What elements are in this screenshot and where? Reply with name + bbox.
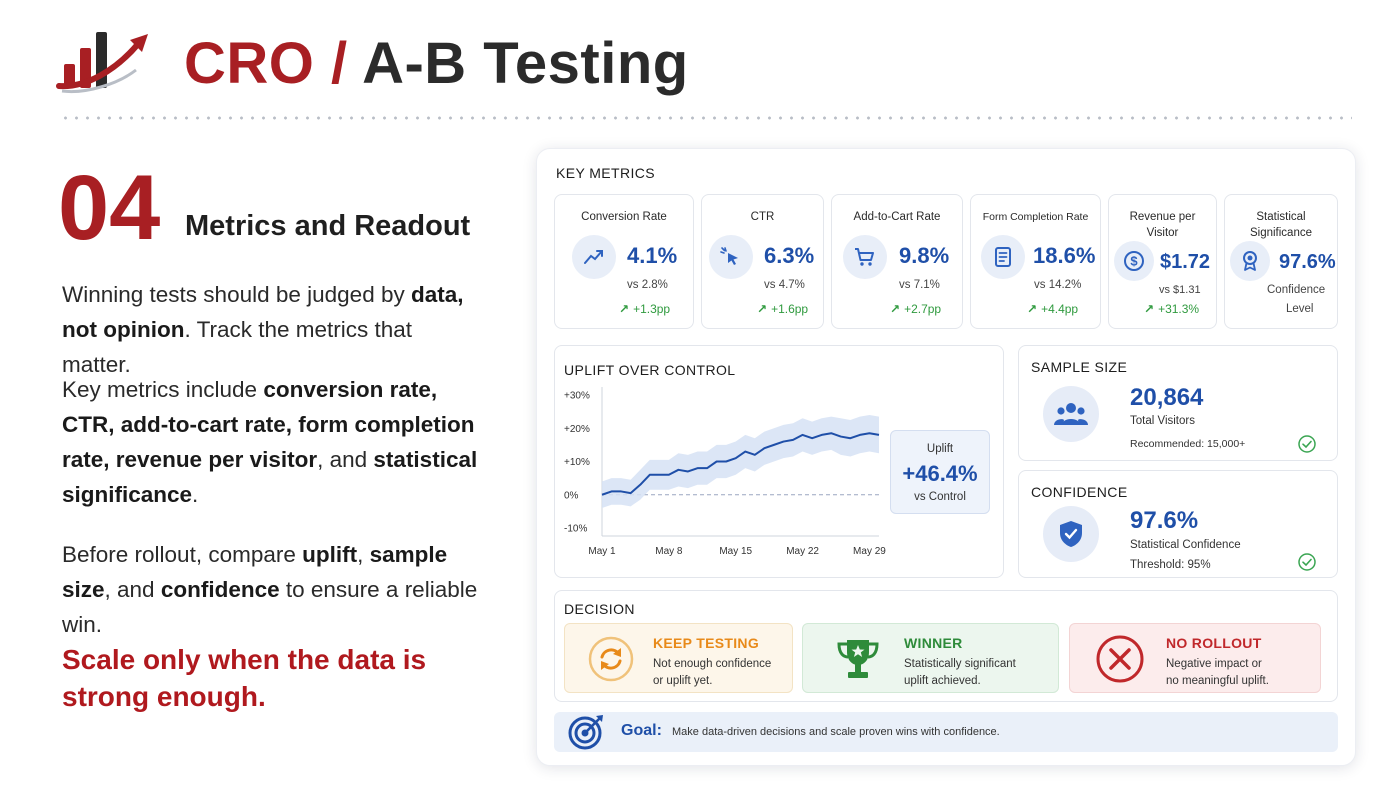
metric-label: Revenue per Visitor [1129,211,1196,239]
metric-delta: ↗ +1.3pp [619,302,671,316]
confidence-card: CONFIDENCE 97.6% Statistical Confidence … [1018,470,1338,578]
svg-text:$: $ [1130,254,1138,269]
decision-title: NO ROLLOUT [1166,635,1262,651]
metric-label: CTR [750,211,775,223]
uplift-box-sub: vs Control [914,491,966,503]
x-circle-icon [1096,635,1144,683]
y-tick-label: 0% [564,490,579,501]
metric-value: 6.3% [764,243,815,268]
metric-card-form-completion: Form Completion Rate 18.6% vs 14.2% ↗ +4.… [970,194,1101,329]
metric-delta: ↗ +2.7pp [890,302,942,316]
target-icon [568,715,603,750]
paragraph-3: Before rollout, compare uplift, sample s… [62,542,478,637]
shield-check-icon [1043,506,1099,562]
decision-keep-testing: KEEP TESTING Not enough confidence or upl… [564,623,793,693]
metric-card-conversion-rate: Conversion Rate 4.1% vs 2.8% ↗ +1.3pp [554,194,694,329]
users-icon [1043,386,1099,442]
metric-sub-2: Level [1286,303,1314,315]
x-tick-label: May 1 [588,546,616,557]
decision-desc: Not enough confidence or uplift yet. [653,658,772,687]
decision-no-rollout: NO ROLLOUT Negative impact or no meaningf… [1069,623,1321,693]
metric-baseline: vs 7.1% [899,279,940,291]
title-part-1: CRO / [184,31,348,96]
paragraph-1: Winning tests should be judged by data, … [62,282,464,377]
check-circle-icon [1298,435,1316,453]
metric-baseline: vs 2.8% [627,279,668,291]
section-number: 04 [58,157,161,259]
metric-value: 18.6% [1033,243,1096,268]
key-metrics-caption: KEY METRICS [556,165,656,181]
y-tick-label: +30% [564,391,590,402]
sample-size-label: Total Visitors [1130,415,1195,427]
metric-card-revenue-per-visitor: Revenue per Visitor $ $1.72 vs $1.31 ↗ +3… [1108,194,1217,329]
uplift-line-chart: +30% +20% +10% 0% -10%May 1 May 8 May 15 May 22… [564,387,886,557]
decision-title: KEEP TESTING [653,635,760,651]
y-tick-label: +20% [564,424,590,435]
metric-card-ctr: CTR 6.3% vs 4.7% ↗ +1.6pp [701,194,824,329]
dollar-icon: $ [1114,241,1154,281]
metric-sub-1: Confidence [1267,284,1326,296]
confidence-value: 97.6% [1130,507,1199,534]
logo-chart-icon [56,32,148,94]
x-tick-label: May 8 [655,546,683,557]
metric-label: Add-to-Cart Rate [853,211,941,223]
metric-value: 97.6% [1279,251,1336,273]
metric-baseline: vs 14.2% [1034,279,1082,291]
check-circle-icon [1298,553,1316,571]
award-icon [1230,241,1270,281]
confidence-threshold: Threshold: 95% [1130,559,1211,571]
goal-bar: Goal: Make data-driven decisions and sca… [554,712,1338,752]
sample-size-card: SAMPLE SIZE 20,864 Total Visitors Recomm… [1018,345,1338,461]
decision-desc: Negative impact or no meaningful uplift. [1166,658,1269,687]
x-tick-label: May 22 [786,546,819,557]
metric-label: Conversion Rate [581,211,667,223]
paragraph-2: Key metrics include conversion rate, CTR… [62,377,478,507]
metric-label: Statistical Significance [1249,211,1312,239]
goal-text: Make data-driven decisions and scale pro… [672,726,1000,738]
metric-value: 4.1% [627,243,678,268]
callout-text: Scale only when the data is strong enoug… [62,644,427,712]
metric-baseline: vs $1.31 [1159,284,1201,296]
decision-caption: DECISION [564,601,635,617]
decision-title: WINNER [904,635,963,651]
confidence-caption: CONFIDENCE [1031,484,1128,500]
uplift-box-value: +46.4% [902,461,978,486]
title-part-2: A-B Testing [362,31,689,96]
confidence-label: Statistical Confidence [1130,539,1241,551]
dotted-divider [60,116,1352,120]
y-tick-label: +10% [564,457,590,468]
metric-label: Form Completion Rate [982,211,1089,223]
form-icon [981,235,1025,279]
y-tick-label: -10% [564,524,587,535]
cart-icon [843,235,887,279]
uplift-caption: UPLIFT OVER CONTROL [564,362,736,378]
metric-delta: ↗ +1.6pp [757,302,809,316]
sample-size-caption: SAMPLE SIZE [1031,359,1128,375]
x-tick-label: May 15 [719,546,752,557]
section-title: Metrics and Readout [185,210,471,242]
goal-label: Goal: [621,722,662,739]
metric-delta: ↗ +31.3% [1144,302,1200,316]
trend-up-icon [572,235,616,279]
x-tick-label: May 29 [853,546,886,557]
uplift-series-line [601,432,880,496]
metric-card-statistical-significance: Statistical Significance 97.6% Confidenc… [1224,194,1338,329]
uplift-box-label: Uplift [926,443,954,455]
sample-size-value: 20,864 [1130,384,1204,411]
metric-card-add-to-cart: Add-to-Cart Rate 9.8% vs 7.1% ↗ +2.7pp [831,194,963,329]
metric-value: $1.72 [1160,251,1211,273]
metric-baseline: vs 4.7% [764,279,805,291]
trophy-icon [837,640,879,678]
decision-winner: WINNER Statistically significant uplift a… [802,623,1059,693]
page-title: CRO / A-B Testing [184,30,689,97]
sample-size-recommended: Recommended: 15,000+ [1130,438,1246,450]
refresh-icon [588,636,634,682]
cursor-click-icon [709,235,753,279]
confidence-band [602,414,879,509]
metric-value: 9.8% [899,243,950,268]
metric-delta: ↗ +4.4pp [1027,302,1079,316]
decision-desc: Statistically significant uplift achieved… [904,658,1016,687]
uplift-summary-box: Uplift +46.4% vs Control [890,430,990,514]
